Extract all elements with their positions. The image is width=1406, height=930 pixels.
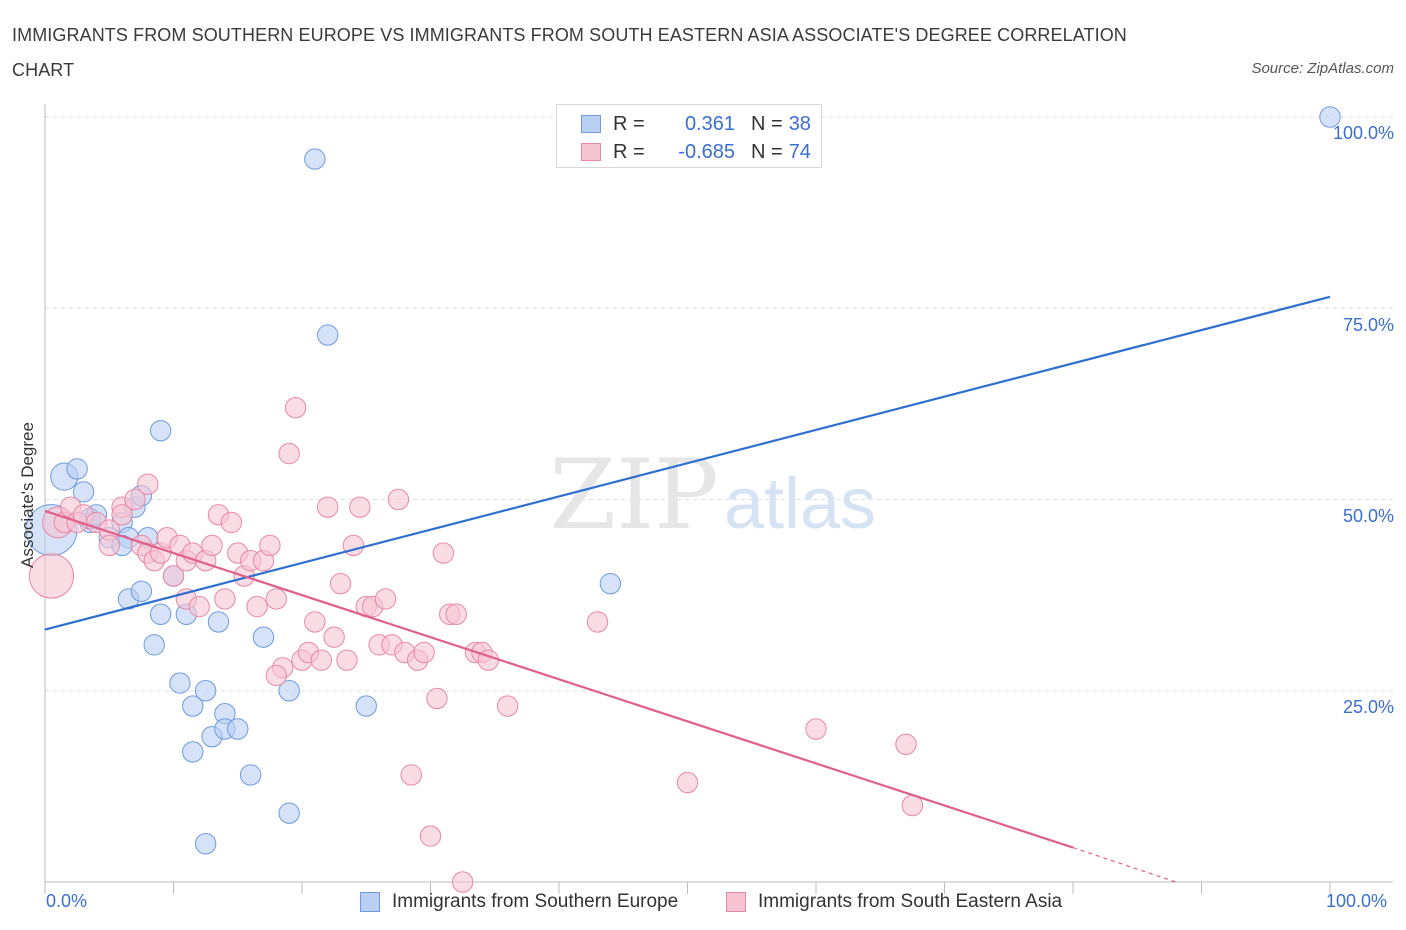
- point-south-eastern-asia: [259, 534, 281, 557]
- source-note: Source: ZipAtlas.com: [1251, 60, 1394, 77]
- chart-title: IMMIGRANTS FROM SOUTHERN EUROPE VS IMMIG…: [12, 25, 1127, 80]
- point-south-eastern-asia: [349, 496, 371, 518]
- point-south-eastern-asia: [98, 534, 120, 557]
- pink-swatch: [581, 143, 601, 161]
- point-southern-europe: [317, 324, 339, 346]
- point-southern-europe: [182, 695, 204, 717]
- point-south-eastern-asia: [805, 718, 827, 740]
- series-name: Immigrants from Southern Europe: [392, 891, 679, 912]
- x-tick-label-max: 100.0%: [1326, 891, 1388, 911]
- series-name: Immigrants from South Eastern Asia: [758, 891, 1063, 912]
- n-value: 74: [788, 140, 811, 163]
- point-southern-europe: [278, 680, 300, 702]
- y-tick-label: 25.0%: [1342, 697, 1394, 717]
- point-southern-europe: [149, 419, 172, 442]
- y-tick-label: 100.0%: [1332, 123, 1394, 143]
- point-south-eastern-asia: [413, 641, 435, 664]
- legend-row-pink: R = -0.685 N = 74: [581, 140, 811, 164]
- watermark-zip: ZIP: [549, 439, 718, 551]
- point-southern-europe: [599, 572, 622, 595]
- point-south-eastern-asia: [419, 825, 442, 847]
- point-south-eastern-asia: [220, 511, 243, 534]
- point-south-eastern-asia: [188, 595, 210, 618]
- point-southern-europe: [130, 580, 153, 602]
- series-legend-south-eastern-asia: Immigrants from South Eastern Asia: [726, 888, 1062, 916]
- point-southern-europe: [1319, 106, 1341, 128]
- point-south-eastern-asia: [496, 695, 519, 717]
- point-southern-europe: [169, 672, 191, 694]
- point-southern-europe: [182, 741, 204, 763]
- watermark: ZIP atlas: [549, 439, 876, 551]
- r-label: R =: [613, 112, 645, 135]
- data-points: [25, 106, 1341, 893]
- series-legend-southern-europe: Immigrants from Southern Europe: [360, 888, 678, 916]
- r-label: R =: [613, 140, 645, 163]
- r-value: -0.685: [678, 140, 735, 163]
- point-southern-europe: [207, 611, 230, 633]
- y-tick-label: 75.0%: [1342, 315, 1394, 335]
- point-south-eastern-asia: [676, 771, 699, 794]
- y-tick-label: 50.0%: [1342, 506, 1394, 526]
- point-southern-europe: [252, 626, 275, 648]
- point-southern-europe: [355, 695, 377, 717]
- point-south-eastern-asia: [124, 488, 146, 511]
- point-southern-europe: [72, 481, 95, 503]
- point-south-eastern-asia: [586, 611, 609, 633]
- point-south-eastern-asia: [426, 687, 448, 710]
- n-value: 38: [788, 112, 811, 135]
- point-south-eastern-asia: [28, 553, 75, 599]
- trend-line-extension: [1072, 847, 1176, 883]
- point-south-eastern-asia: [111, 504, 133, 526]
- y-axis-label: Associate's Degree: [18, 422, 37, 568]
- n-label: N =: [751, 140, 783, 163]
- point-south-eastern-asia: [329, 572, 352, 595]
- point-southern-europe: [143, 634, 165, 656]
- trend-line-southern-europe: [44, 295, 1331, 631]
- point-south-eastern-asia: [895, 733, 917, 755]
- point-south-eastern-asia: [201, 534, 223, 557]
- point-south-eastern-asia: [284, 397, 307, 419]
- point-southern-europe: [194, 680, 217, 702]
- point-south-eastern-asia: [304, 611, 326, 633]
- blue-swatch: [360, 892, 380, 912]
- point-southern-europe: [149, 603, 172, 625]
- point-south-eastern-asia: [214, 588, 236, 610]
- axes: [44, 104, 1393, 894]
- point-southern-europe: [194, 833, 217, 855]
- blue-swatch: [581, 115, 601, 133]
- point-south-eastern-asia: [432, 542, 455, 564]
- point-southern-europe: [239, 764, 262, 786]
- point-south-eastern-asia: [387, 488, 410, 511]
- point-south-eastern-asia: [374, 588, 397, 610]
- x-tick-label-min: 0.0%: [46, 891, 88, 911]
- pink-swatch: [726, 892, 746, 912]
- legend-row-blue: R = 0.361 N = 38: [581, 112, 811, 136]
- point-southern-europe: [278, 802, 300, 824]
- r-value: 0.361: [684, 112, 735, 135]
- stats-legend: R = 0.361 N = 38 R = -0.685 N = 74: [556, 104, 822, 168]
- point-south-eastern-asia: [137, 473, 159, 495]
- trend-line-south-eastern-asia: [44, 509, 1074, 849]
- point-south-eastern-asia: [336, 649, 358, 671]
- point-south-eastern-asia: [445, 603, 467, 625]
- point-southern-europe: [66, 458, 88, 480]
- point-south-eastern-asia: [162, 565, 185, 587]
- point-south-eastern-asia: [323, 626, 345, 648]
- point-south-eastern-asia: [246, 595, 268, 618]
- point-south-eastern-asia: [265, 664, 287, 687]
- point-south-eastern-asia: [400, 764, 422, 786]
- point-south-eastern-asia: [451, 871, 474, 893]
- n-label: N =: [751, 112, 783, 135]
- point-southern-europe: [227, 718, 249, 740]
- point-southern-europe: [304, 148, 326, 170]
- trend-lines: [44, 295, 1331, 883]
- watermark-atlas: atlas: [724, 464, 876, 544]
- point-south-eastern-asia: [265, 588, 287, 610]
- point-south-eastern-asia: [317, 496, 339, 518]
- point-south-eastern-asia: [278, 442, 300, 465]
- point-south-eastern-asia: [310, 649, 332, 671]
